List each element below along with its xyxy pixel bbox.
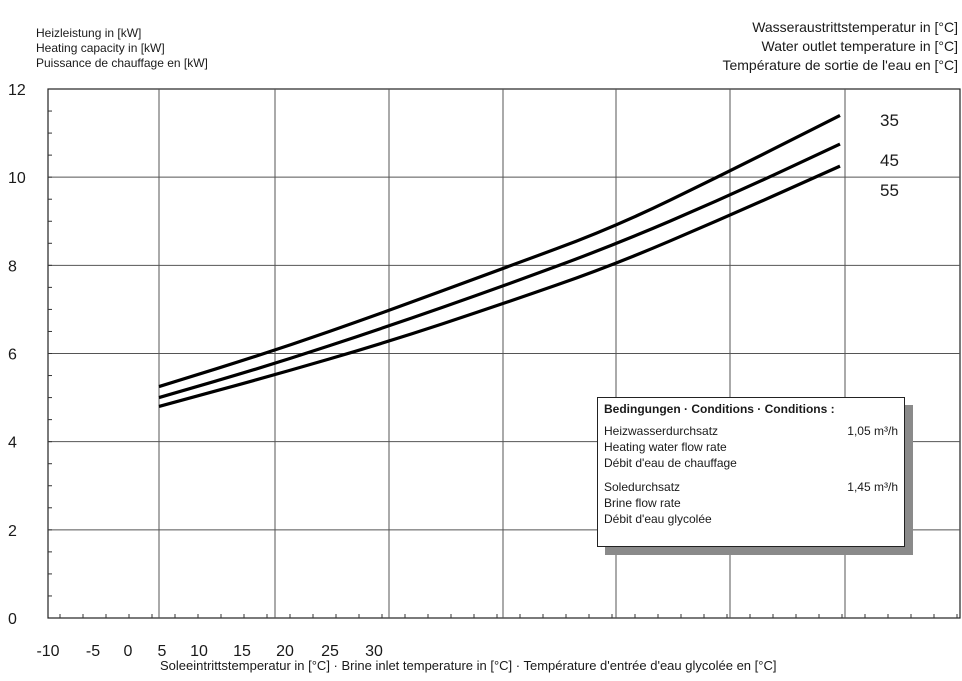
series-line-35 [158, 114, 841, 389]
x-tick-label: -5 [86, 643, 100, 660]
y-axis-title: Heizleistung in [kW] Heating capacity in… [36, 26, 208, 71]
x-tick-label: 30 [365, 643, 383, 660]
legend-title-de: Wasseraustrittstemperatur in [°C] [752, 19, 958, 35]
legend-title-fr: Température de sortie de l'eau en [°C] [722, 57, 958, 73]
y-tick-label: 4 [8, 435, 17, 452]
legend-title: Wasseraustrittstemperatur in [°C] Water … [722, 18, 958, 75]
x-tick-label: 5 [158, 643, 167, 660]
brine-flow-label-de: Soledurchsatz [604, 480, 681, 494]
series-label-bg [872, 179, 918, 201]
series-line-55 [158, 164, 841, 408]
series-label-bg [872, 149, 918, 171]
y-tick-label: 8 [8, 258, 17, 275]
y-tick-label: 2 [8, 523, 17, 540]
legend-title-en: Water outlet temperature in [°C] [761, 38, 959, 54]
x-tick-label: 0 [124, 643, 133, 660]
y-tick-label: 10 [8, 170, 26, 187]
brine-flow-label-en: Brine flow rate [604, 496, 681, 510]
conditions-title: Bedingungen · Conditions · Conditions : [604, 402, 835, 416]
y-axis-title-en: Heating capacity in [kW] [36, 41, 165, 55]
y-tick-label: 6 [8, 347, 17, 364]
x-tick-label: 15 [233, 643, 251, 660]
y-tick-label: 12 [8, 82, 26, 99]
heating-flow-label-de: Heizwasserdurchsatz [604, 424, 719, 438]
heating-flow-label-en: Heating water flow rate [604, 440, 727, 454]
y-axis-title-de: Heizleistung in [kW] [36, 26, 142, 40]
heating-flow-label-fr: Débit d'eau de chauffage [604, 456, 737, 470]
series-label-35: 35 [880, 111, 899, 130]
conditions-box: Bedingungen · Conditions · Conditions : … [597, 397, 905, 547]
series-label-bg [872, 109, 918, 131]
x-tick-label: 25 [321, 643, 339, 660]
x-tick-label: 20 [276, 643, 294, 660]
brine-flow-value: 1,45 m³/h [847, 480, 898, 494]
x-tick-label: -10 [36, 643, 59, 660]
y-axis-title-fr: Puissance de chauffage en [kW] [36, 56, 208, 70]
x-axis-title: Soleeintrittstemperatur in [°C] · Brine … [160, 658, 777, 673]
heating-flow-value: 1,05 m³/h [847, 424, 898, 438]
x-tick-label: 10 [190, 643, 208, 660]
series-label-45: 45 [880, 151, 899, 170]
series-line-45 [158, 142, 841, 400]
series-label-55: 55 [880, 181, 899, 200]
brine-flow-label-fr: Débit d'eau glycolée [604, 512, 712, 526]
y-tick-label: 0 [8, 611, 17, 628]
